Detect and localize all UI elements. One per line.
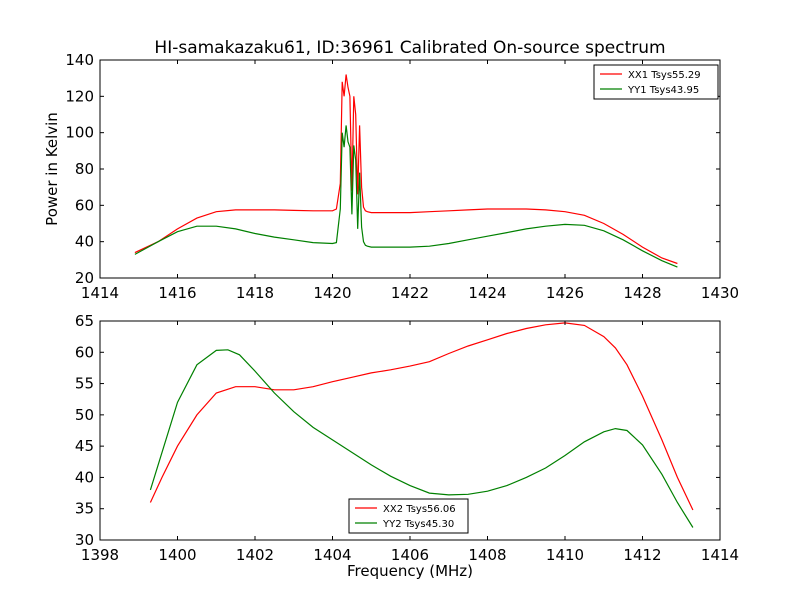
series-line-xx2: [149, 322, 694, 511]
x-tick-label: 1408: [468, 546, 506, 564]
top-panel: 1414 1416 1418 1420 1422 1424 1426 1428 1430 20 40…: [43, 51, 739, 302]
y-tick-label: 20: [75, 269, 94, 287]
x-tick-label: 1406: [391, 546, 429, 564]
x-tick-label: 1424: [468, 284, 506, 302]
y-tick-label: 100: [65, 124, 94, 142]
y-tick-label: 60: [75, 343, 94, 361]
x-tick-label: 1398: [81, 546, 119, 564]
y-tick-label: 60: [75, 196, 94, 214]
y-tick-label: 35: [75, 500, 94, 518]
x-tick-label: 1420: [313, 284, 351, 302]
legend-box: [593, 64, 719, 100]
y-tick-label: 30: [75, 531, 94, 549]
series-line-yy2: [149, 349, 694, 528]
x-tick-label: 1402: [236, 546, 274, 564]
x-tick-label: 1422: [391, 284, 429, 302]
series-line-yy1: [134, 125, 678, 268]
x-tick-label: 1430: [701, 284, 739, 302]
x-tick-label: 1414: [701, 546, 739, 564]
y-tick-label: 40: [75, 233, 94, 251]
legend-box: [348, 498, 469, 534]
x-tick-label: 1418: [236, 284, 274, 302]
y-tick-label: 50: [75, 406, 94, 424]
bottom-panel: 1398 1400 1402 1404 1406 1408 1410 1412 1414 30 35…: [75, 312, 739, 580]
x-tick-label: 1410: [546, 546, 584, 564]
figure-title: HI-samakazaku61, ID:36961 Calibrated On-…: [154, 38, 665, 58]
legend-label: XX1 Tsys55.29: [628, 70, 701, 81]
x-tick-label: 1404: [313, 546, 351, 564]
y-tick-label: 45: [75, 437, 94, 455]
x-tick-label: 1416: [158, 284, 196, 302]
y-tick-label: 40: [75, 468, 94, 486]
series-line-xx1: [134, 74, 678, 265]
y-tick-label: 55: [75, 375, 94, 393]
x-tick-label: 1426: [546, 284, 584, 302]
x-tick-label: 1400: [158, 546, 196, 564]
y-tick-label: 140: [65, 51, 94, 69]
legend-label: YY2 Tsys45.30: [382, 519, 454, 530]
y-tick-label: 120: [65, 87, 94, 105]
x-tick-label: 1414: [81, 284, 119, 302]
x-tick-label: 1412: [623, 546, 661, 564]
legend-label: YY1 Tsys43.95: [627, 85, 699, 96]
y-axis-label: Power in Kelvin: [43, 112, 61, 226]
legend-label: XX2 Tsys56.06: [383, 504, 456, 515]
y-tick-label: 65: [75, 312, 94, 330]
y-tick-label: 80: [75, 160, 94, 178]
x-axis-label: Frequency (MHz): [347, 562, 473, 580]
x-tick-label: 1428: [623, 284, 661, 302]
